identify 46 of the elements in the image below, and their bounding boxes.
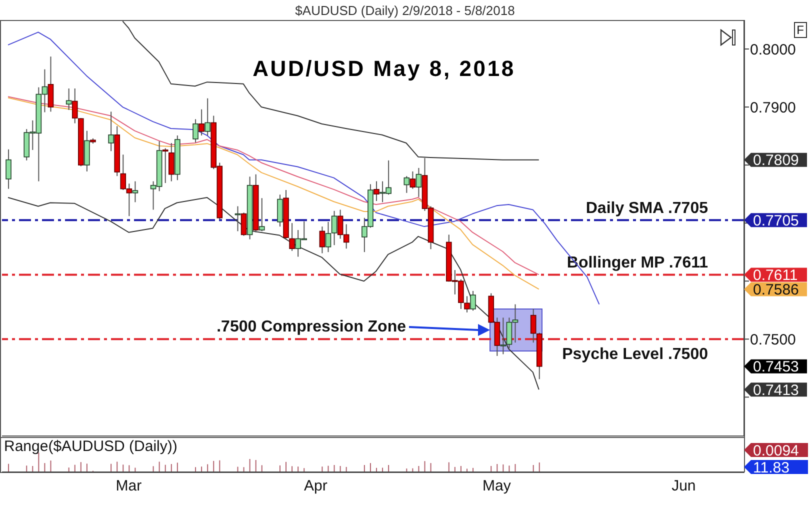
candlestick: [277, 194, 283, 228]
y-tick-label: 0.7586: [753, 281, 799, 298]
candlestick: [470, 290, 476, 312]
candlestick: [500, 317, 506, 355]
candlestick: [162, 148, 168, 184]
x-tick-label: Apr: [304, 478, 328, 495]
y-tick-label: 0.8000: [750, 41, 796, 58]
x-tick-label: Jun: [672, 478, 696, 495]
candlestick: [168, 142, 174, 182]
candlestick: [289, 222, 295, 252]
y-tick-label: 0.7705: [753, 212, 799, 230]
chart-title: Range($AUDUSD (Daily)): [4, 438, 178, 455]
y-tick-label: 0.7611: [753, 266, 798, 284]
candlestick: [204, 98, 210, 136]
candlestick: [530, 308, 536, 344]
x-tick-label: May: [482, 478, 512, 495]
candlestick: [66, 88, 72, 110]
y-tick-label: 0.7900: [750, 99, 796, 116]
candlestick: [6, 148, 12, 190]
y-tick-label: 0.7500: [750, 331, 796, 348]
line-series: [8, 197, 540, 390]
ref-line-label: Daily SMA .7705: [586, 200, 708, 218]
ref-line-label: Psyche Level .7500: [562, 346, 708, 364]
text: AUD/USD May 8, 2018: [252, 56, 516, 81]
candlestick: [374, 180, 380, 202]
y-tick-label: 0.7809: [753, 152, 799, 170]
candlestick: [240, 212, 247, 236]
candlestick: [319, 226, 326, 254]
text: F: [796, 23, 804, 37]
x-tick-label: Mar: [116, 478, 142, 495]
annotation: .7500 Compression Zone: [216, 318, 406, 336]
text: 0.0094: [753, 442, 799, 460]
y-tick-label: 0.7413: [753, 382, 799, 399]
candlestick: [198, 108, 204, 136]
chart-subtitle: $AUDUSD (Daily) 2/9/2018 - 5/8/2018: [295, 3, 515, 18]
candlestick: [192, 118, 198, 143]
candlestick: [404, 176, 410, 194]
candlestick: [410, 170, 416, 190]
candlestick: [258, 198, 265, 232]
line-series: [122, 20, 540, 160]
candlestick: [416, 167, 422, 198]
y-tick-label: 0.7453: [753, 358, 799, 376]
candlestick: [132, 180, 138, 203]
candlestick: [108, 111, 114, 152]
candlestick: [48, 56, 54, 112]
text: 11.83: [753, 459, 790, 476]
